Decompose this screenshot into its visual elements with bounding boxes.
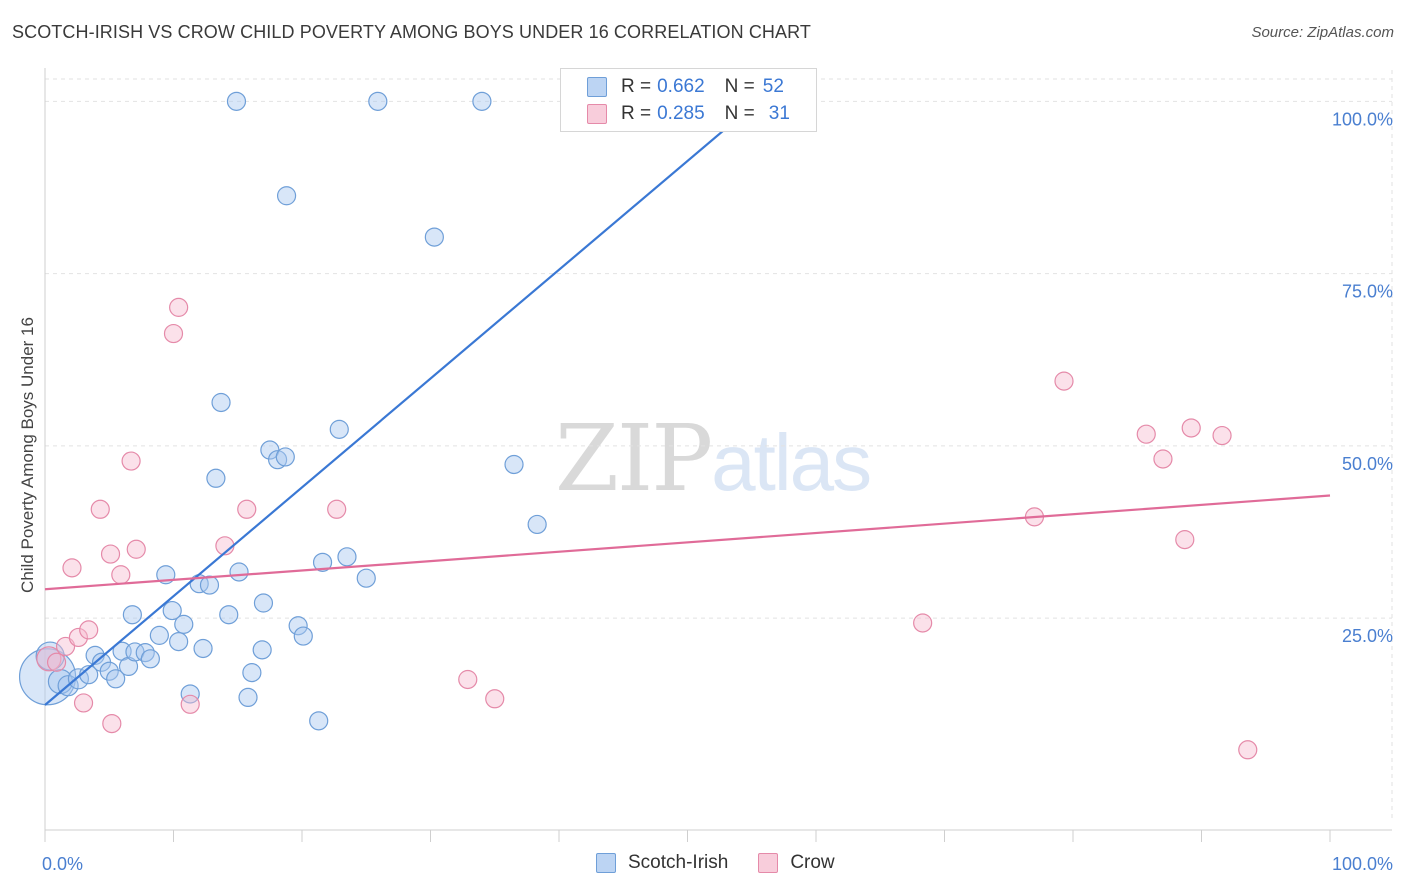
point-crow — [90, 499, 110, 519]
legend-item-scotch-irish[interactable]: Scotch-Irish — [596, 852, 728, 874]
x-tick-label-min: 0.0% — [42, 854, 83, 874]
legend-swatch-scotch-irish — [596, 853, 616, 873]
point-crow — [1054, 371, 1074, 391]
point-scotch-irish — [135, 643, 155, 663]
point-scotch-irish — [276, 186, 297, 206]
point-scotch-irish — [149, 625, 169, 645]
point-scotch-irish — [288, 616, 308, 636]
legend-n-value: 52 — [762, 76, 784, 97]
y-axis-label: Child Poverty Among Boys Under 16 — [18, 317, 37, 593]
legend-label-crow: Crow — [790, 852, 835, 873]
trend-lines — [44, 83, 1331, 706]
legend-r-value: 0.662 — [657, 76, 705, 97]
point-crow — [327, 499, 347, 519]
point-scotch-irish — [174, 614, 194, 634]
trend-line-crow — [44, 494, 1331, 591]
point-crow — [46, 652, 67, 672]
tick-labels: 25.0% 50.0% 75.0% 100.0% 0.0% 100.0% — [42, 109, 1393, 874]
point-scotch-irish — [199, 575, 220, 595]
point-scotch-irish — [162, 600, 182, 621]
point-crow — [485, 689, 505, 709]
point-scotch-irish — [275, 447, 295, 467]
legend-r-label: R = — [621, 103, 652, 124]
legend-n-label: N = — [724, 76, 755, 97]
point-crow — [68, 627, 89, 648]
point-scotch-irish — [242, 663, 262, 683]
legend-n-value: 31 — [768, 103, 790, 124]
point-crow — [237, 499, 257, 519]
point-crow — [163, 323, 184, 344]
point-scotch-irish — [252, 640, 272, 660]
legend-swatch-crow — [587, 104, 607, 124]
point-scotch-irish — [122, 605, 142, 625]
point-scotch-irish — [206, 468, 226, 488]
point-crow — [1175, 530, 1195, 550]
legend-r-label: R = — [621, 76, 652, 97]
point-crow — [1238, 740, 1258, 760]
point-scotch-irish — [337, 547, 357, 567]
point-scotch-irish — [193, 638, 213, 659]
point-scotch-irish — [472, 91, 492, 111]
point-scotch-irish — [253, 593, 274, 613]
legend-label-scotch-irish: Scotch-Irish — [628, 852, 729, 873]
point-scotch-irish — [140, 649, 160, 669]
point-crow — [111, 565, 131, 585]
point-crow — [180, 694, 200, 714]
y-tick-label: 50.0% — [1342, 454, 1393, 474]
point-scotch-irish — [312, 552, 333, 572]
point-crow — [458, 669, 478, 690]
point-crow — [79, 620, 99, 640]
point-scotch-irish — [226, 91, 247, 111]
point-scotch-irish — [219, 605, 239, 625]
point-crow — [126, 539, 146, 559]
legend-r-value: 0.285 — [657, 103, 705, 124]
point-crow — [121, 451, 141, 471]
point-crow — [62, 558, 82, 578]
point-scotch-irish — [504, 454, 524, 475]
point-scotch-irish — [99, 661, 119, 681]
series-legend: Scotch-Irish Crow — [596, 852, 865, 874]
point-scotch-irish — [229, 562, 249, 582]
point-scotch-irish — [309, 711, 329, 731]
y-tick-label: 100.0% — [1332, 109, 1393, 129]
point-scotch-irish — [527, 514, 547, 535]
point-scotch-irish — [368, 91, 388, 111]
legend-row-scotch-irish: R = 0.662 N = 52 — [587, 75, 784, 99]
scatter-points — [18, 91, 1258, 760]
point-scotch-irish — [424, 227, 444, 247]
point-scotch-irish — [169, 631, 189, 652]
stats-legend: R = 0.662 N = 52 R = 0.285 N = 31 — [560, 68, 817, 132]
point-crow — [913, 613, 933, 633]
point-crow — [73, 693, 94, 713]
legend-swatch-scotch-irish — [587, 77, 607, 97]
point-scotch-irish — [211, 392, 231, 413]
point-scotch-irish — [238, 687, 258, 708]
point-scotch-irish — [356, 568, 376, 588]
legend-row-crow: R = 0.285 N = 31 — [587, 102, 790, 126]
point-crow — [1153, 449, 1173, 469]
axes — [44, 68, 1392, 842]
point-crow — [169, 297, 189, 317]
point-crow — [100, 544, 121, 564]
chart-title: SCOTCH-IRISH VS CROW CHILD POVERTY AMONG… — [12, 22, 811, 42]
legend-item-crow[interactable]: Crow — [758, 852, 835, 874]
point-crow — [1212, 425, 1232, 446]
point-crow — [1181, 418, 1201, 438]
point-scotch-irish — [180, 684, 200, 704]
source-credit: Source: ZipAtlas.com — [1251, 24, 1394, 41]
legend-n-label: N = — [724, 103, 755, 124]
x-tick-label-max: 100.0% — [1332, 854, 1393, 874]
point-crow — [1136, 424, 1156, 444]
y-tick-label: 25.0% — [1342, 626, 1393, 646]
y-tick-label: 75.0% — [1342, 282, 1393, 302]
point-scotch-irish — [106, 669, 126, 689]
point-crow — [102, 713, 122, 734]
legend-swatch-crow — [758, 853, 779, 873]
point-scotch-irish — [267, 450, 288, 470]
trend-line-scotch-irish — [44, 83, 779, 706]
point-scotch-irish — [329, 419, 349, 439]
point-scotch-irish — [293, 626, 313, 646]
